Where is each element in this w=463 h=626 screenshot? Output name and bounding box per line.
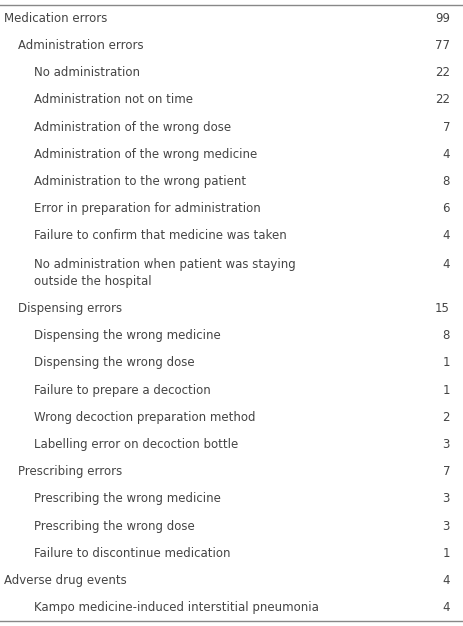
Text: 1: 1 xyxy=(442,356,449,369)
Text: Kampo medicine-induced interstitial pneumonia: Kampo medicine-induced interstitial pneu… xyxy=(34,602,318,614)
Text: Error in preparation for administration: Error in preparation for administration xyxy=(34,202,260,215)
Text: 4: 4 xyxy=(442,148,449,161)
Text: Labelling error on decoction bottle: Labelling error on decoction bottle xyxy=(34,438,238,451)
Text: No administration: No administration xyxy=(34,66,140,79)
Text: 4: 4 xyxy=(442,229,449,242)
Text: 8: 8 xyxy=(442,329,449,342)
Text: 4: 4 xyxy=(442,602,449,614)
Text: 22: 22 xyxy=(434,66,449,79)
Text: Dispensing the wrong medicine: Dispensing the wrong medicine xyxy=(34,329,220,342)
Text: Medication errors: Medication errors xyxy=(4,12,107,24)
Text: 77: 77 xyxy=(434,39,449,52)
Text: Prescribing the wrong medicine: Prescribing the wrong medicine xyxy=(34,493,220,505)
Text: 2: 2 xyxy=(442,411,449,424)
Text: Adverse drug events: Adverse drug events xyxy=(4,574,126,587)
Text: 15: 15 xyxy=(434,302,449,315)
Text: 7: 7 xyxy=(442,121,449,133)
Text: Administration to the wrong patient: Administration to the wrong patient xyxy=(34,175,245,188)
Text: 22: 22 xyxy=(434,93,449,106)
Text: Administration of the wrong dose: Administration of the wrong dose xyxy=(34,121,231,133)
Text: Prescribing errors: Prescribing errors xyxy=(18,465,122,478)
Text: Wrong decoction preparation method: Wrong decoction preparation method xyxy=(34,411,255,424)
Text: Administration not on time: Administration not on time xyxy=(34,93,193,106)
Text: Dispensing the wrong dose: Dispensing the wrong dose xyxy=(34,356,194,369)
Text: 3: 3 xyxy=(442,520,449,533)
Text: Dispensing errors: Dispensing errors xyxy=(18,302,122,315)
Text: Prescribing the wrong dose: Prescribing the wrong dose xyxy=(34,520,194,533)
Text: Administration of the wrong medicine: Administration of the wrong medicine xyxy=(34,148,257,161)
Text: 1: 1 xyxy=(442,547,449,560)
Text: Failure to confirm that medicine was taken: Failure to confirm that medicine was tak… xyxy=(34,229,286,242)
Text: 99: 99 xyxy=(434,12,449,24)
Text: 8: 8 xyxy=(442,175,449,188)
Text: 6: 6 xyxy=(442,202,449,215)
Text: Failure to prepare a decoction: Failure to prepare a decoction xyxy=(34,384,210,397)
Text: 3: 3 xyxy=(442,493,449,505)
Text: 4: 4 xyxy=(442,574,449,587)
Text: 1: 1 xyxy=(442,384,449,397)
Text: 4: 4 xyxy=(442,258,449,270)
Text: 7: 7 xyxy=(442,465,449,478)
Text: 3: 3 xyxy=(442,438,449,451)
Text: Administration errors: Administration errors xyxy=(18,39,144,52)
Text: No administration when patient was staying
outside the hospital: No administration when patient was stayi… xyxy=(34,258,295,288)
Text: Failure to discontinue medication: Failure to discontinue medication xyxy=(34,547,230,560)
